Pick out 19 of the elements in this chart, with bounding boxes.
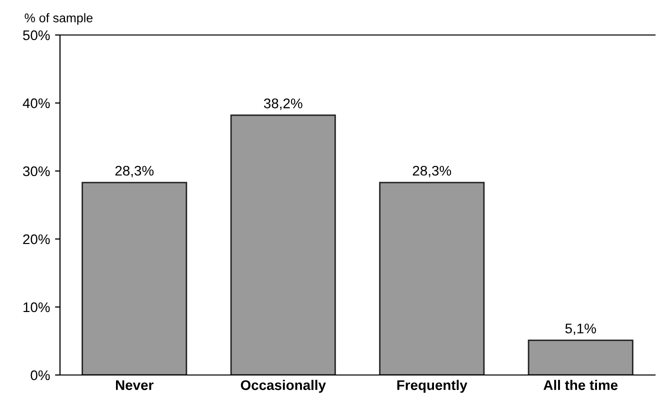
x-tick-label: All the time <box>544 380 618 390</box>
bar <box>528 340 634 375</box>
bar <box>379 182 485 375</box>
x-tick-label: Never <box>116 380 154 390</box>
y-tick-label: 20% <box>23 234 50 244</box>
bar <box>82 182 188 375</box>
x-tick-label: Occasionally <box>240 380 326 393</box>
data-label: 28,3% <box>412 166 452 178</box>
y-tick-label: 30% <box>23 166 50 176</box>
x-tick-label: Frequently <box>397 380 468 393</box>
data-label: 28,3% <box>115 166 154 178</box>
y-axis-title: % of sample <box>24 13 93 25</box>
y-tick-label: 40% <box>22 98 50 108</box>
y-tick-label: 10% <box>24 302 50 312</box>
y-tick-label: 50% <box>23 30 50 40</box>
y-tick-label: 0% <box>30 370 50 380</box>
data-label: 38,2% <box>264 98 302 110</box>
data-label: 5,1% <box>565 324 596 336</box>
bar <box>230 114 336 375</box>
